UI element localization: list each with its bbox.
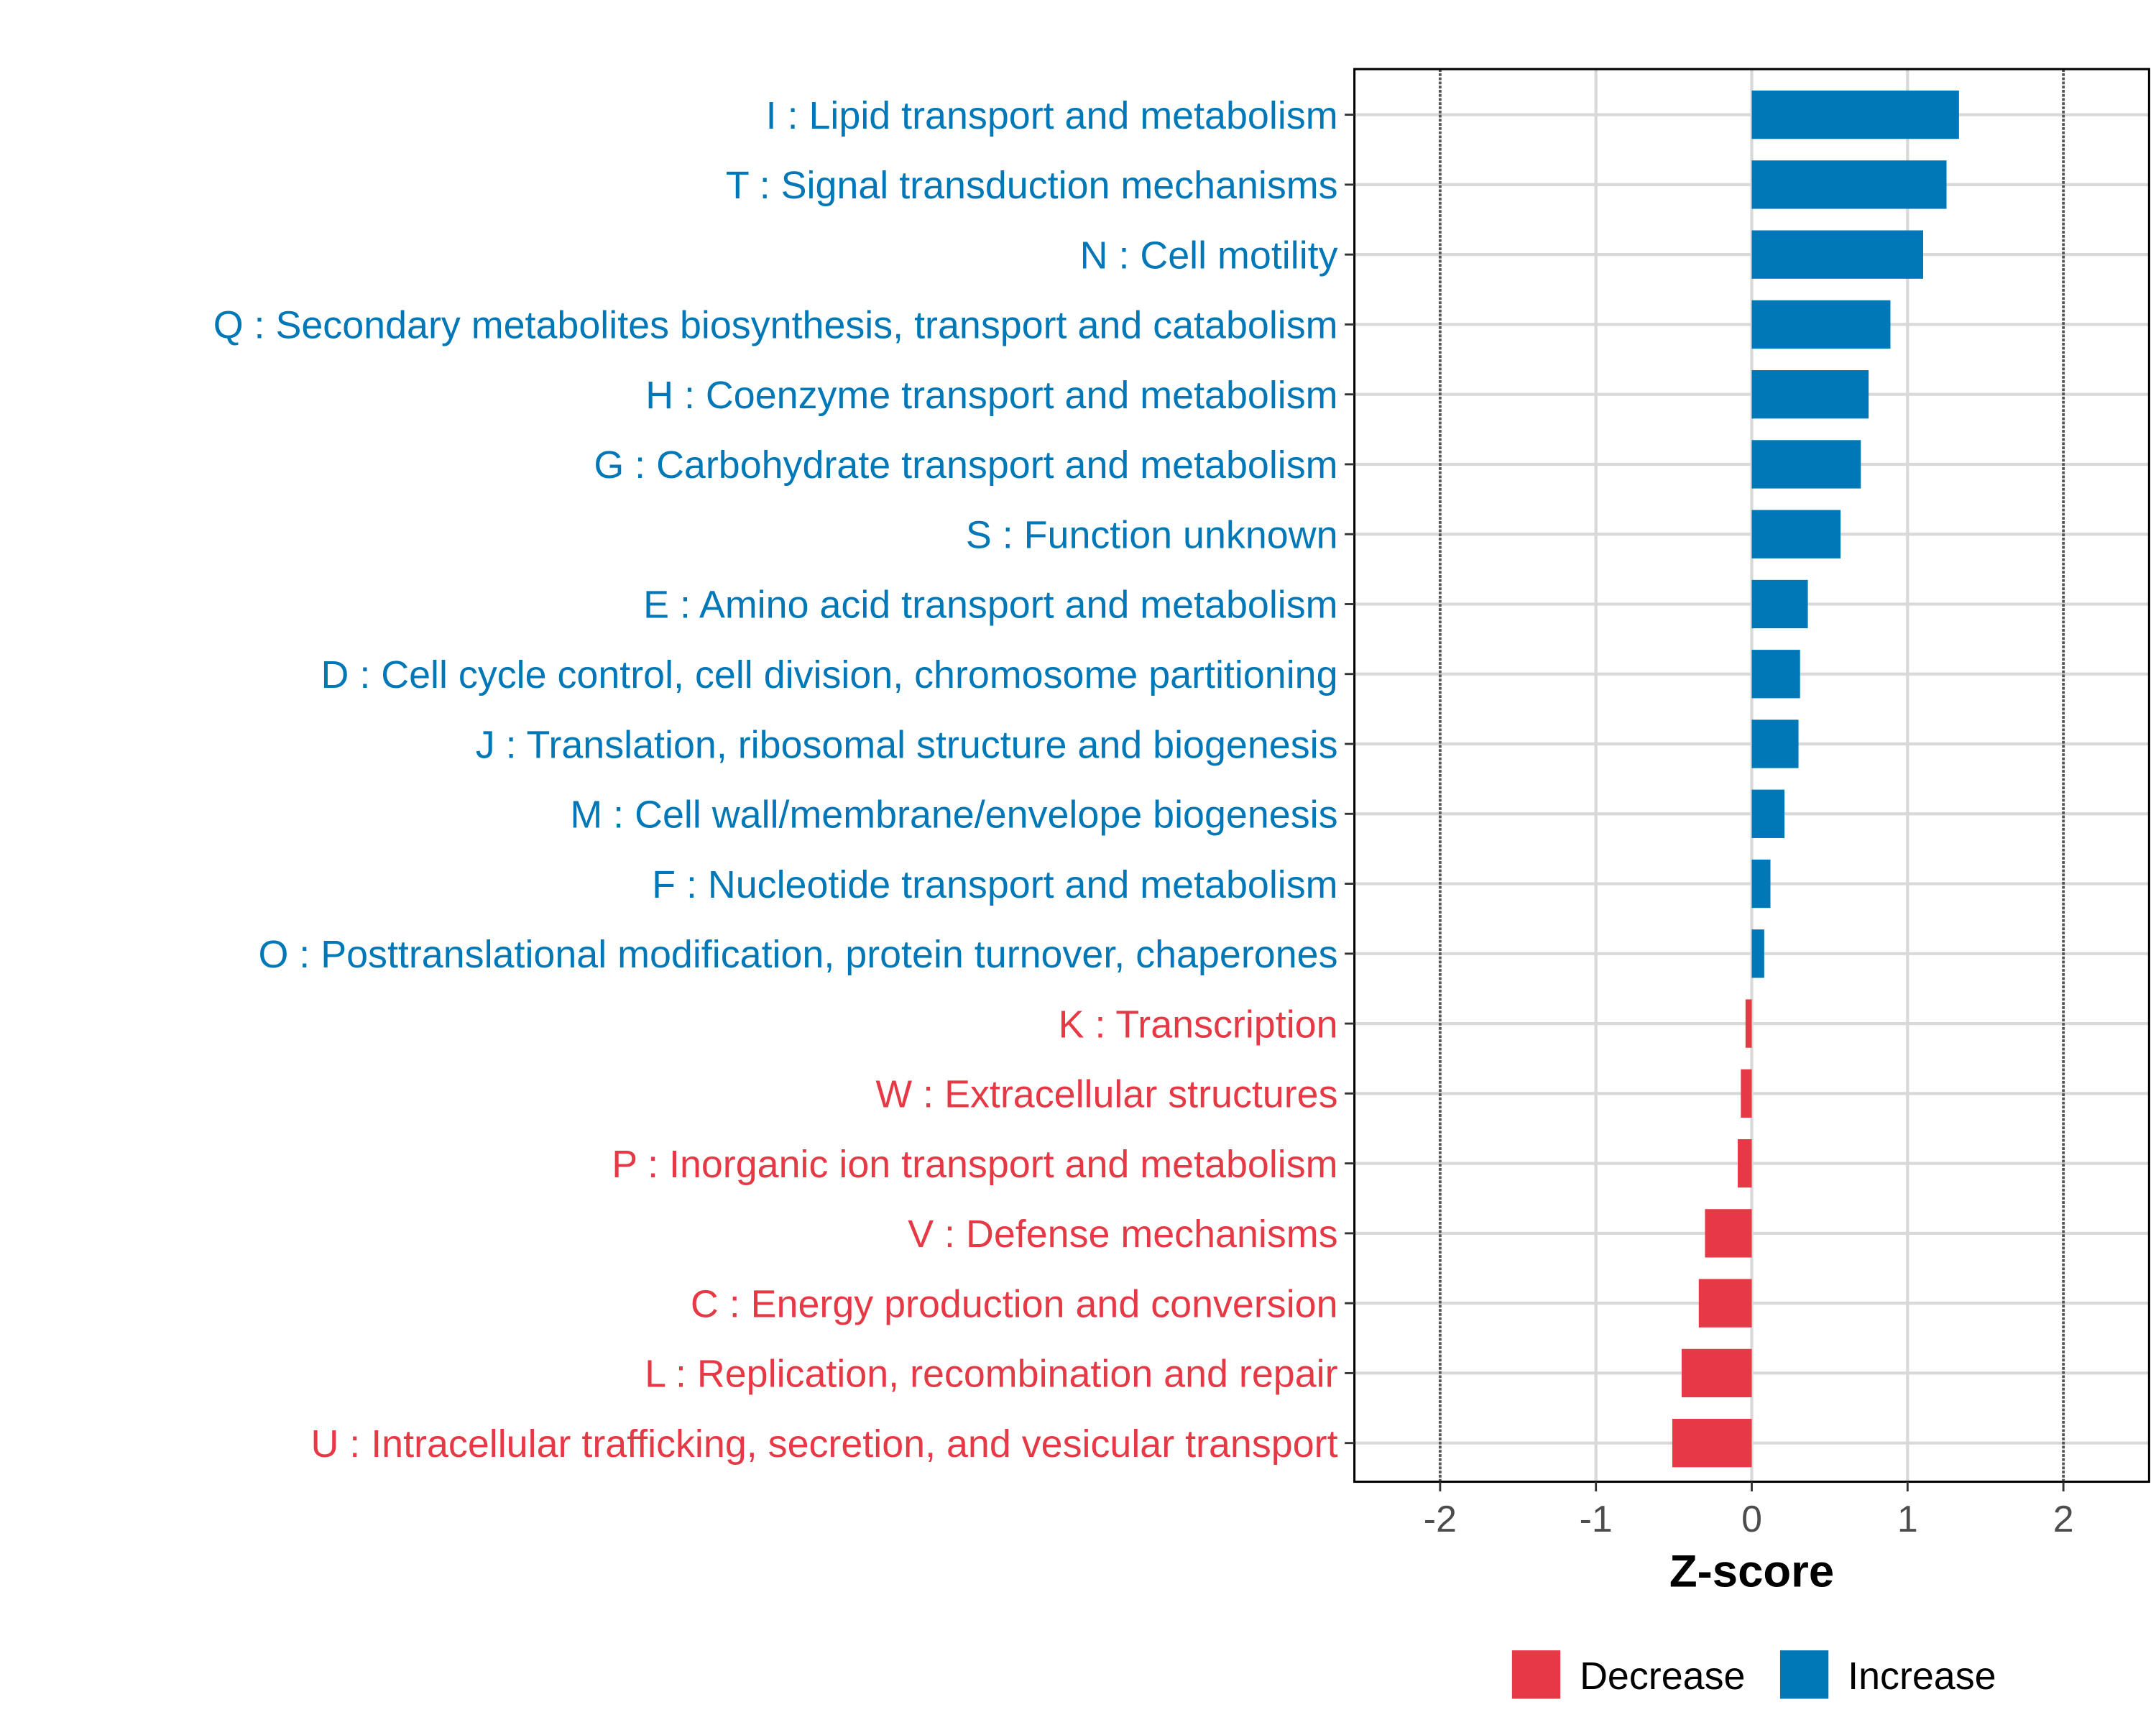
category-label: L : Replication, recombination and repai…	[645, 1353, 1338, 1396]
x-tick-label: 0	[1741, 1499, 1762, 1540]
category-label: G : Carbohydrate transport and metabolis…	[594, 443, 1337, 487]
bar	[1737, 1138, 1752, 1188]
bar	[1751, 929, 1764, 978]
bar	[1751, 370, 1869, 419]
legend-label: Increase	[1848, 1655, 1996, 1698]
category-label: Q : Secondary metabolites biosynthesis, …	[213, 304, 1338, 347]
bar	[1672, 1419, 1752, 1468]
bar	[1751, 719, 1799, 768]
legend: Decrease Increase	[1511, 1650, 1996, 1699]
legend-swatch-decrease	[1511, 1650, 1561, 1699]
bars	[1672, 90, 1959, 1468]
bar	[1751, 160, 1947, 209]
bar	[1751, 859, 1771, 908]
bar	[1751, 789, 1785, 838]
bar	[1745, 999, 1752, 1048]
category-label: K : Transcription	[1059, 1003, 1338, 1046]
category-label: P : Inorganic ion transport and metaboli…	[612, 1143, 1337, 1186]
bar	[1698, 1279, 1752, 1328]
category-label: M : Cell wall/membrane/envelope biogenes…	[570, 794, 1337, 837]
category-label: J : Translation, ribosomal structure and…	[476, 723, 1338, 766]
bar	[1751, 90, 1959, 139]
x-tick-label: -1	[1580, 1499, 1613, 1540]
bar	[1741, 1069, 1752, 1118]
category-labels: I : Lipid transport and metabolism T : Si…	[213, 94, 1338, 1466]
category-label: C : Energy production and conversion	[691, 1282, 1338, 1325]
bar	[1751, 579, 1808, 629]
x-axis-ticks: -2 -1 0 1 2	[1345, 114, 2074, 1540]
category-label: N : Cell motility	[1080, 234, 1338, 277]
bar	[1751, 440, 1861, 489]
category-label: S : Function unknown	[966, 513, 1338, 556]
category-label: T : Signal transduction mechanisms	[726, 164, 1338, 207]
category-label: F : Nucleotide transport and metabolism	[652, 863, 1337, 906]
category-label: H : Coenzyme transport and metabolism	[645, 374, 1337, 417]
category-label: U : Intracellular trafficking, secretion…	[310, 1422, 1337, 1466]
category-label: V : Defense mechanisms	[908, 1213, 1337, 1256]
x-axis-title: Z-score	[1669, 1547, 1834, 1597]
legend-swatch-increase	[1779, 1650, 1829, 1699]
bar	[1705, 1209, 1752, 1258]
legend-label: Decrease	[1580, 1655, 1745, 1698]
category-label: I : Lipid transport and metabolism	[766, 94, 1338, 137]
grid-lines	[1354, 69, 2150, 1482]
x-tick-label: 2	[2053, 1499, 2074, 1540]
bar	[1751, 650, 1800, 699]
category-label: O : Posttranslational modification, prot…	[258, 933, 1337, 976]
x-tick-label: -2	[1424, 1499, 1457, 1540]
category-label: E : Amino acid transport and metabolism	[643, 584, 1337, 627]
category-label: W : Extracellular structures	[875, 1073, 1337, 1116]
bar	[1681, 1348, 1752, 1398]
category-label: D : Cell cycle control, cell division, c…	[321, 653, 1337, 696]
bar	[1751, 300, 1891, 349]
bar	[1751, 230, 1923, 279]
x-tick-label: 1	[1897, 1499, 1918, 1540]
bar	[1751, 510, 1841, 558]
